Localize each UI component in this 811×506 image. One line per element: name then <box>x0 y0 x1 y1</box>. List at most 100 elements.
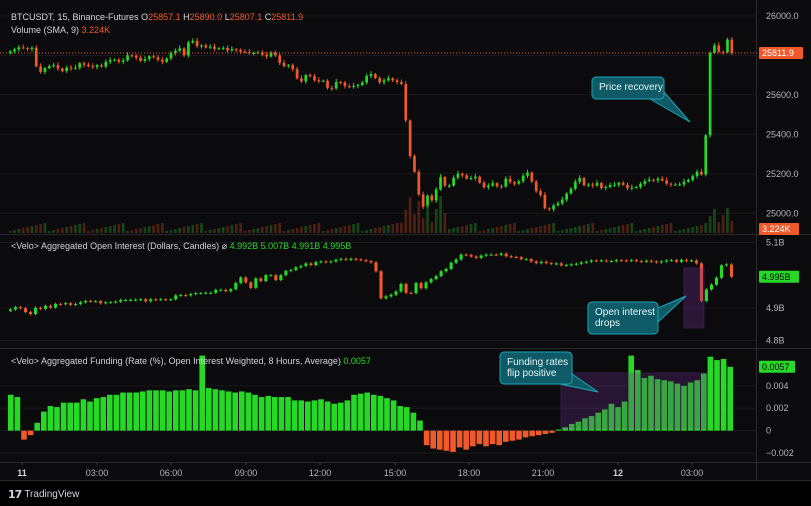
volume-bar <box>317 223 321 233</box>
price-candle <box>513 182 516 184</box>
funding-bar <box>430 430 436 449</box>
oi-candle <box>564 265 568 267</box>
price-candle <box>230 49 234 51</box>
volume-bar <box>447 229 451 233</box>
price-candle <box>47 66 51 69</box>
oi-candle <box>464 254 468 256</box>
price-callout-text: Price recovery <box>599 82 663 93</box>
volume-bar <box>660 225 664 233</box>
funding-bar <box>357 393 364 431</box>
oi-open: 4.992B <box>229 241 259 251</box>
volume-bar <box>274 224 277 233</box>
funding-bar <box>489 430 496 445</box>
price-candle <box>26 48 29 50</box>
volume-bar <box>117 224 121 233</box>
oi-candle <box>104 302 108 304</box>
funding-bar <box>588 416 595 431</box>
oi-candle <box>179 295 183 297</box>
oi-candle <box>504 253 508 257</box>
oi-candle <box>289 269 293 271</box>
price-tick-label: 26000.0 <box>766 11 799 21</box>
price-candle <box>17 47 21 50</box>
volume-bar <box>682 229 686 233</box>
oi-candle <box>474 256 478 258</box>
volume-bar <box>91 230 95 233</box>
oi-candle <box>689 260 693 262</box>
funding-bar <box>522 430 529 438</box>
price-candle <box>517 181 521 184</box>
volume-bar <box>139 228 142 233</box>
price-candle <box>526 172 529 176</box>
funding-bar <box>687 382 694 431</box>
oi-candle <box>599 260 603 262</box>
volume-bar <box>130 230 134 233</box>
price-candle <box>534 181 538 192</box>
price-candle <box>252 52 255 54</box>
oi-last-tag <box>759 270 799 283</box>
price-candle <box>39 66 42 72</box>
volume-bar <box>478 231 482 233</box>
volume-bar <box>352 224 355 233</box>
funding-bar <box>239 391 245 431</box>
price-candle <box>147 56 151 60</box>
funding-bar <box>265 395 271 431</box>
price-candle <box>256 52 260 54</box>
funding-tick-label: 0 <box>766 426 771 436</box>
funding-bar <box>344 400 351 431</box>
volume-bar <box>182 227 186 233</box>
volume-bar <box>595 231 599 233</box>
price-candle <box>52 65 55 67</box>
volume-bar <box>217 228 221 233</box>
oi-candle <box>439 271 443 277</box>
volume-bar <box>421 218 425 233</box>
volume-bar <box>639 230 642 233</box>
volume-bar <box>152 225 155 233</box>
price-candle <box>656 178 660 181</box>
funding-bar <box>423 430 430 446</box>
oi-candle <box>74 303 78 305</box>
oi-candle <box>229 289 233 292</box>
oi-candle <box>699 263 704 301</box>
oi-candle <box>194 293 198 295</box>
volume-bar <box>260 227 264 233</box>
funding-bar <box>318 399 324 431</box>
funding-bar <box>126 392 133 431</box>
oi-candle <box>664 260 668 262</box>
price-tick-label: 25000.0 <box>766 208 799 218</box>
tradingview-logo[interactable]: 17 TradingView <box>8 488 79 501</box>
funding-bar <box>146 390 153 431</box>
volume-bar <box>300 227 303 233</box>
chart-canvas[interactable]: 26000.025800.025600.025400.025200.025000… <box>0 0 811 480</box>
no-visibility-icon: ⌀ <box>221 241 228 251</box>
volume-bar <box>52 230 55 233</box>
price-candle <box>100 65 103 67</box>
volume-bar <box>308 225 312 233</box>
oi-candle <box>369 261 373 263</box>
oi-candle <box>349 258 353 260</box>
funding-bar <box>60 402 67 431</box>
oi-candle <box>399 283 403 292</box>
funding-bar <box>654 379 661 431</box>
oi-candle <box>469 254 473 257</box>
price-candle <box>156 57 160 60</box>
price-candle <box>139 57 142 61</box>
funding-bar <box>483 430 489 447</box>
funding-bar <box>173 390 179 431</box>
oi-candle <box>544 261 548 264</box>
funding-bar <box>140 391 146 431</box>
price-candle <box>234 49 238 51</box>
volume-bar <box>539 226 542 233</box>
price-candle <box>591 184 595 186</box>
volume-bar <box>417 201 421 233</box>
volume-bar <box>230 225 234 233</box>
oi-candle <box>444 268 448 272</box>
funding-bar <box>443 430 450 451</box>
funding-bar <box>674 383 681 431</box>
price-candle <box>143 59 147 61</box>
oi-candle <box>674 260 678 262</box>
volume-bar <box>204 231 208 233</box>
price-candle <box>113 59 116 61</box>
funding-bar <box>404 407 410 431</box>
price-candle <box>352 85 355 87</box>
volume-label: Volume (SMA, 9) <box>11 25 80 35</box>
